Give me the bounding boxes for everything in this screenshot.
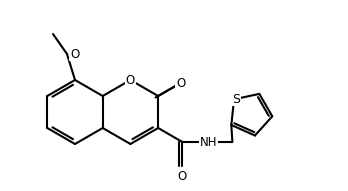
Text: NH: NH	[200, 135, 217, 148]
Text: O: O	[70, 48, 79, 61]
Text: O: O	[176, 77, 185, 90]
Text: S: S	[232, 93, 240, 106]
Text: O: O	[126, 74, 135, 87]
Text: O: O	[178, 170, 187, 183]
